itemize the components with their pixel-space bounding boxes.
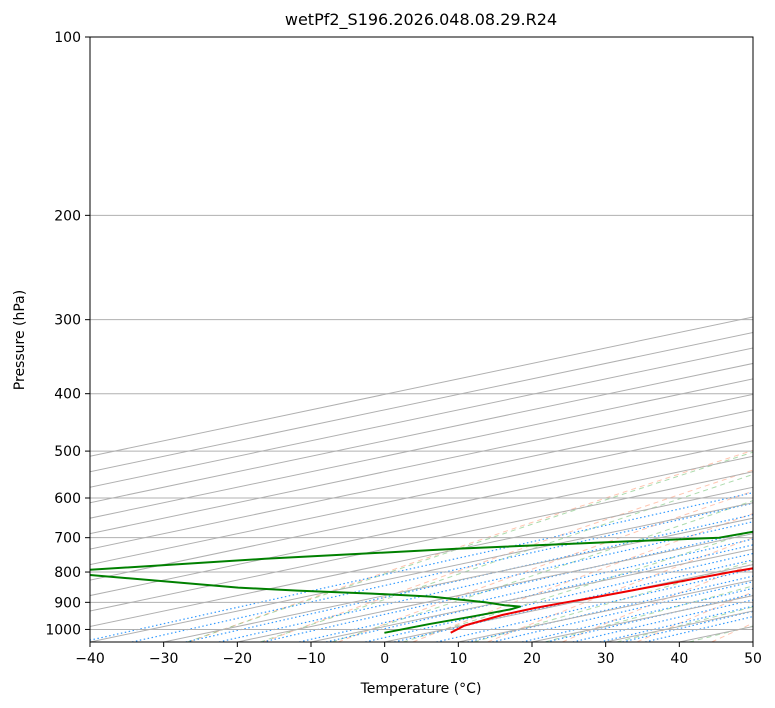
isotherm-line	[90, 347, 753, 488]
moist-adiabat-line	[544, 585, 753, 642]
isotherm-line	[90, 331, 753, 473]
mixing-ratio-line	[599, 605, 753, 642]
y-tick-label: 700	[54, 531, 81, 547]
mixing-ratio-line	[436, 568, 753, 642]
moist-adiabat-line	[473, 560, 753, 642]
dry-adiabat-line	[636, 591, 753, 642]
isotherm-line	[310, 548, 753, 642]
mixing-ratio-line	[325, 544, 753, 642]
mixing-ratio-line	[645, 615, 753, 642]
dry-adiabat-line	[263, 469, 753, 642]
y-axis-label: Pressure (hPa)	[12, 290, 28, 390]
x-tick-label: −20	[223, 651, 253, 667]
temperature-trace	[450, 567, 753, 634]
isotherm-line	[679, 626, 753, 642]
isotherm-line	[605, 610, 753, 642]
mixing-ratio-line	[299, 538, 753, 642]
y-tick-label: 900	[54, 595, 81, 611]
isotherm-line	[752, 641, 753, 642]
x-tick-label: −30	[149, 651, 179, 667]
isotherm-line	[90, 378, 753, 519]
sounding-traces	[90, 530, 753, 634]
isotherm-line	[90, 362, 753, 504]
x-tick-label: −40	[75, 651, 105, 667]
isotherm-line	[90, 440, 753, 581]
isotherm-line	[90, 424, 753, 566]
x-tick-label: −10	[296, 651, 326, 667]
mixing-ratio-line	[521, 587, 753, 642]
dry-adiabat-line	[487, 537, 753, 642]
isotherm-line	[90, 486, 753, 628]
dewpoint-trace	[90, 530, 753, 634]
x-tick-label: 30	[597, 651, 615, 667]
x-tick-label: 40	[670, 651, 688, 667]
moist-adiabat-line	[187, 451, 753, 642]
plot-frame	[89, 36, 754, 643]
mixing-ratio-line	[492, 581, 753, 642]
background-grid	[90, 37, 753, 642]
y-tick-label: 1000	[45, 622, 81, 638]
isotherm-line	[90, 455, 753, 597]
dry-adiabat-line	[188, 449, 753, 642]
moist-adiabat-line	[616, 606, 753, 642]
x-tick-label: 20	[523, 651, 541, 667]
mixing-ratio-line	[90, 492, 753, 641]
y-tick-label: 400	[54, 387, 81, 403]
isotherm-line	[163, 517, 753, 642]
isotherm-line	[458, 579, 753, 642]
axes: −40 −30 −20 −10 0 10 20 30 40 50 100 200 300 400 500 60…	[45, 30, 762, 667]
x-tick-label: 10	[449, 651, 467, 667]
dry-adiabat-line	[338, 490, 753, 642]
y-tick-label: 100	[54, 30, 81, 46]
isotherm-line	[90, 393, 753, 535]
y-tick-label: 200	[54, 208, 81, 224]
isotherm-line	[531, 595, 753, 642]
y-tick-label: 300	[54, 313, 81, 329]
y-tick-label: 800	[54, 565, 81, 581]
x-tick-label: 50	[744, 651, 762, 667]
y-tick-label: 500	[54, 444, 81, 460]
isotherm-line	[90, 409, 753, 550]
isotherm-line	[237, 533, 753, 642]
isotherm-line	[90, 502, 753, 642]
isotherm-line	[90, 316, 753, 457]
dry-adiabat-line	[562, 563, 753, 642]
isotherm-line	[90, 471, 753, 612]
moist-adiabat-line	[260, 473, 753, 642]
x-axis-label: Temperature (°C)	[360, 681, 482, 697]
y-tick-label: 600	[54, 491, 81, 507]
chart-title: wetPf2_S196.2026.048.08.29.R24	[285, 10, 557, 30]
x-tick-label: 0	[380, 651, 389, 667]
